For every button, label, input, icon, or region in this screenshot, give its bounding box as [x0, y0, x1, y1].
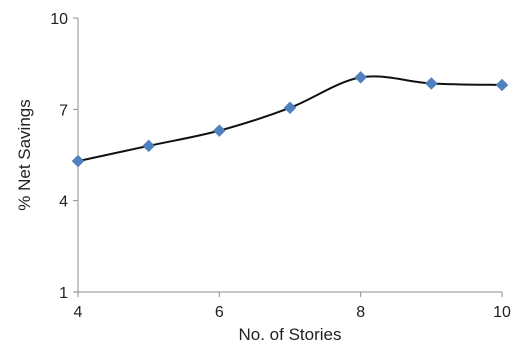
y-tick-label: 4: [59, 194, 68, 211]
data-point-marker: [71, 154, 85, 168]
x-tick-label: 8: [356, 304, 365, 321]
series: [71, 71, 509, 168]
x-tick-label: 10: [493, 304, 511, 321]
y-axis-title: % Net Savings: [15, 99, 34, 211]
x-axis-title: No. of Stories: [239, 325, 342, 344]
data-point-marker: [495, 78, 509, 92]
axes: [77, 18, 502, 293]
data-point-marker: [142, 139, 156, 153]
data-point-marker: [424, 77, 438, 90]
series-line: [77, 75, 503, 163]
y-tick-label: 10: [50, 11, 68, 28]
x-tick-label: 6: [215, 304, 224, 321]
data-point-marker: [354, 71, 368, 84]
data-point-marker: [212, 124, 226, 137]
y-tick-label: 1: [59, 285, 68, 302]
tick-marks: [73, 17, 503, 297]
data-point-marker: [283, 101, 297, 115]
y-tick-label: 7: [59, 102, 68, 119]
x-tick-label: 4: [74, 304, 83, 321]
